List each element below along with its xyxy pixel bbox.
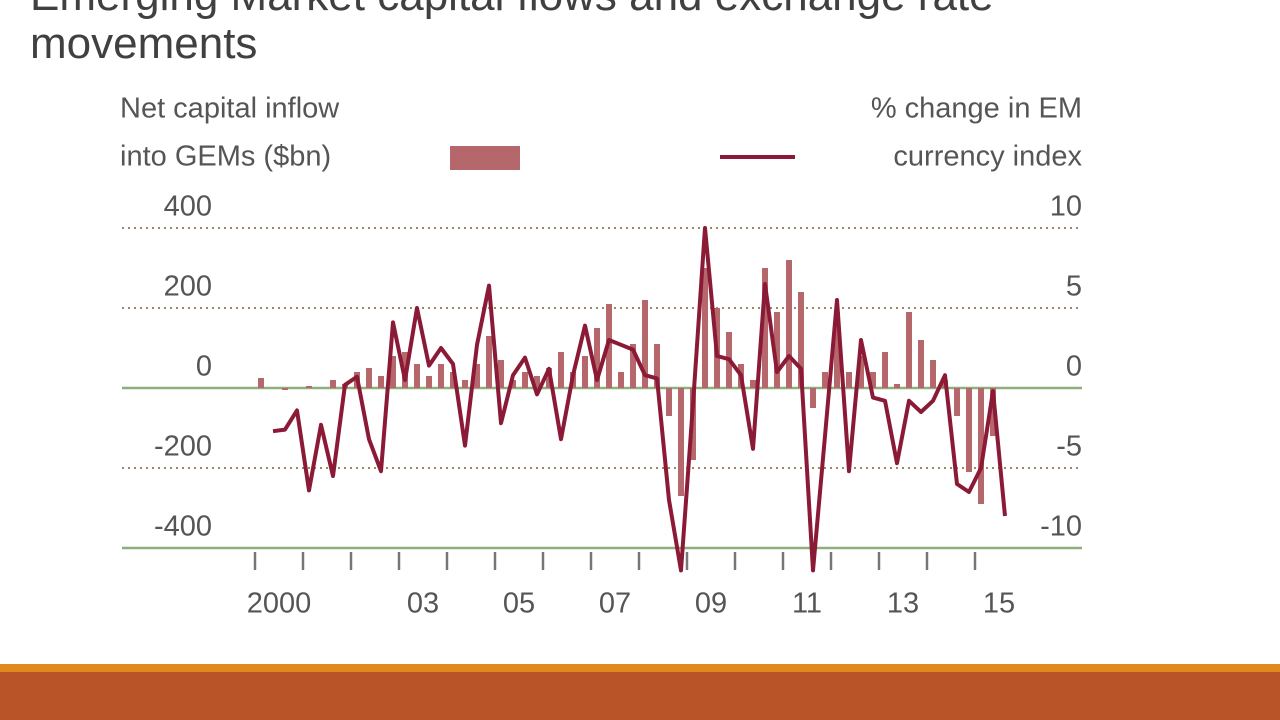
x-tick-label: 09 (695, 588, 727, 620)
x-tick-label: 11 (792, 588, 822, 620)
bar (930, 360, 936, 388)
bar (906, 312, 912, 388)
slide-title: Emerging Market capital flows and exchan… (30, 0, 994, 68)
y-tick-label: 400 (164, 191, 212, 223)
y2-label: currency index (893, 141, 1082, 173)
bar (762, 268, 768, 388)
bar (390, 356, 396, 388)
bar (330, 380, 336, 388)
bar (666, 388, 672, 416)
line (272, 226, 1007, 573)
y-label: into GEMs ($bn) (120, 141, 331, 173)
bar (366, 368, 372, 388)
x-tick-label: 2000 (247, 588, 312, 620)
bar (894, 384, 900, 388)
footer-stripe (0, 664, 1280, 672)
x-tick-label: 07 (599, 588, 631, 620)
bar (966, 388, 972, 472)
bar (582, 356, 588, 388)
y-tick-label: 200 (164, 271, 212, 303)
bar (558, 352, 564, 388)
y-tick-label: -200 (154, 431, 212, 463)
bar (846, 372, 852, 388)
y-label: Net capital inflow (120, 93, 340, 125)
x-tick-label: 05 (503, 588, 535, 620)
bar (378, 376, 384, 388)
bar (630, 344, 636, 388)
bar (786, 260, 792, 388)
x-tick-label: 15 (983, 588, 1015, 620)
bar (534, 376, 540, 388)
bar (822, 372, 828, 388)
x-tick-label: 13 (887, 588, 919, 620)
bar (474, 364, 480, 388)
bar (258, 378, 264, 388)
bar (978, 388, 984, 504)
bar (450, 372, 456, 388)
bar (870, 372, 876, 388)
y2-tick-label: 10 (1050, 191, 1082, 223)
y2-tick-label: -10 (1040, 511, 1082, 543)
bar (306, 386, 312, 388)
y2-tick-label: 5 (1066, 271, 1082, 303)
y2-tick-label: 0 (1066, 351, 1082, 383)
bar (510, 380, 516, 388)
y-tick-label: -400 (154, 511, 212, 543)
bar (618, 372, 624, 388)
bar (798, 292, 804, 388)
bar (522, 372, 528, 388)
bar (702, 268, 708, 388)
bar (882, 352, 888, 388)
y2-label: % change in EM (871, 93, 1082, 125)
bar (414, 364, 420, 388)
footer-band (0, 672, 1280, 720)
bar (834, 312, 840, 388)
bar (498, 360, 504, 388)
bar (486, 336, 492, 388)
bar (678, 388, 684, 496)
bar (642, 300, 648, 388)
bar (858, 356, 864, 388)
bar (282, 388, 288, 390)
x-tick-label: 03 (407, 588, 439, 620)
bar (462, 380, 468, 388)
y2-tick-label: -5 (1056, 431, 1082, 463)
bar (594, 328, 600, 388)
bar (438, 364, 444, 388)
bar (774, 312, 780, 388)
bar (426, 376, 432, 388)
bar (654, 344, 660, 388)
bar (918, 340, 924, 388)
bar (954, 388, 960, 416)
bar (810, 388, 816, 408)
bar (750, 380, 756, 388)
y-tick-label: 0 (196, 351, 212, 383)
legend-swatch (450, 146, 520, 170)
